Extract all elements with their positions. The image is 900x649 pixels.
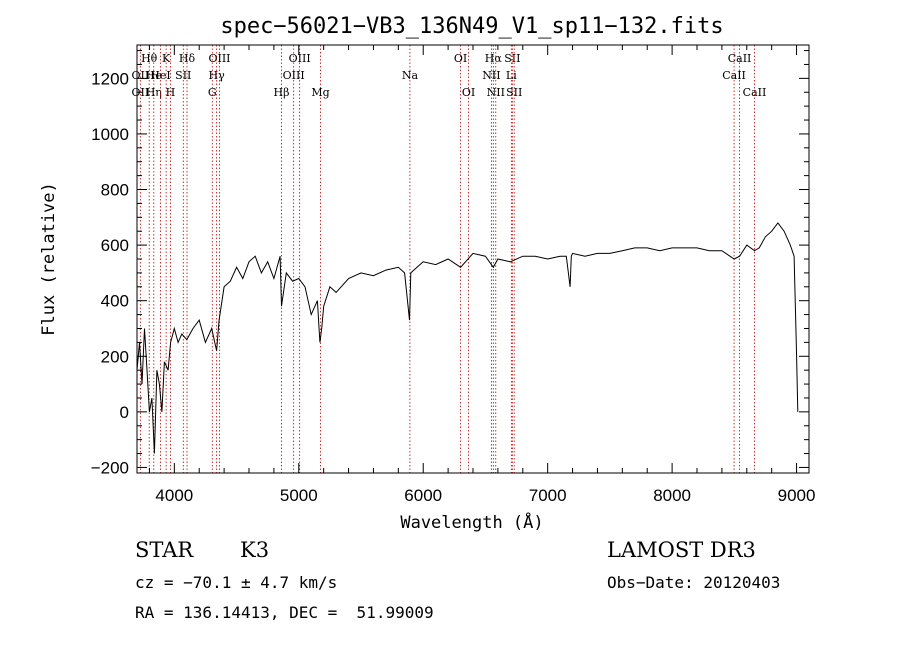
marker-label: Hθ — [141, 52, 158, 65]
object-subclass: K3 — [240, 538, 270, 562]
object-class: STAR — [135, 538, 194, 562]
marker-label: G — [208, 86, 217, 99]
marker-label: Na — [402, 69, 419, 82]
marker-label: SII — [506, 86, 522, 99]
marker-label: Mg — [311, 86, 329, 99]
x-tick-label: 7000 — [529, 486, 567, 505]
ra-dec-coordinates: RA = 136.14413, DEC = 51.99009 — [135, 603, 434, 622]
axes: 4000 5000 6000 7000 8000 9000 −200 0 200 400 600 80… — [91, 45, 816, 505]
y-tick-label: 0 — [120, 403, 129, 422]
marker-label: Hγ — [209, 69, 226, 82]
y-tick-label: 1000 — [91, 125, 129, 144]
marker-label: OIII — [289, 52, 311, 65]
marker-label: OI — [454, 52, 467, 65]
marker-label: OI — [462, 86, 475, 99]
marker-label: HeI — [150, 69, 170, 82]
marker-label: H — [166, 86, 176, 99]
x-tick-label: 6000 — [404, 486, 442, 505]
marker-label: Hα — [485, 52, 503, 65]
y-tick-label: 1200 — [91, 69, 129, 88]
y-tick-label: 200 — [101, 347, 129, 366]
marker-label: NII — [482, 69, 500, 82]
marker-label: OIII — [208, 52, 230, 65]
x-tick-label: 5000 — [280, 486, 318, 505]
y-tick-label: 400 — [101, 292, 129, 311]
marker-label: Hη — [146, 86, 162, 99]
x-tick-label: 8000 — [653, 486, 691, 505]
x-axis-label: Wavelength (Å) — [400, 511, 543, 533]
y-axis-label: Flux (relative) — [39, 182, 59, 336]
marker-label: CaII — [728, 52, 752, 65]
marker-label: OIII — [283, 69, 305, 82]
plot-frame — [136, 44, 810, 474]
y-tick-label: −200 — [91, 458, 129, 477]
marker-label: K — [162, 52, 171, 65]
marker-label: Hδ — [179, 52, 196, 65]
marker-label: He — [146, 69, 162, 82]
spectrum-series-line — [136, 222, 799, 454]
redshift-velocity: cz = −70.1 ± 4.7 km/s — [135, 573, 338, 592]
marker-label: Hβ — [274, 86, 290, 99]
x-tick-label: 4000 — [155, 486, 193, 505]
marker-label: CaII — [722, 69, 746, 82]
y-tick-label: 600 — [101, 236, 129, 255]
observation-date: Obs−Date: 20120403 — [607, 573, 781, 592]
marker-label: NII — [487, 86, 505, 99]
marker-label: SII — [175, 69, 191, 82]
x-tick-label: 9000 — [778, 486, 816, 505]
marker-label: CaII — [743, 86, 767, 99]
marker-label: SII — [504, 52, 520, 65]
survey-name: LAMOST DR3 — [607, 538, 756, 562]
marker-label: Li — [506, 69, 517, 82]
y-tick-label: 800 — [101, 181, 129, 200]
chart-title: spec−56021−VB3_136N49_V1_sp11−132.fits — [220, 14, 723, 39]
